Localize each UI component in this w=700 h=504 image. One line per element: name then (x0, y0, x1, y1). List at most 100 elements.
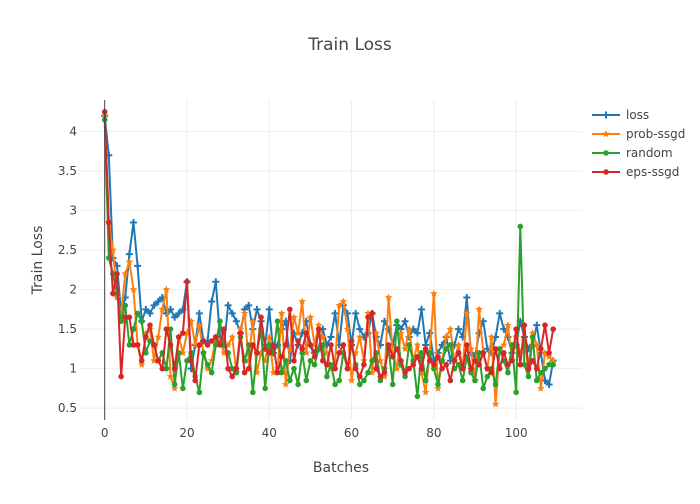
data-point (232, 317, 240, 325)
legend-marker (603, 169, 609, 175)
data-point (129, 285, 138, 293)
data-point (509, 357, 515, 364)
data-point (167, 326, 174, 332)
data-point (175, 309, 183, 317)
data-point (106, 219, 112, 226)
data-point (545, 380, 553, 388)
data-point (195, 309, 203, 317)
data-point (356, 333, 364, 341)
data-point (394, 346, 400, 352)
data-point (546, 361, 552, 368)
y-tick-label: 3.5 (58, 164, 77, 178)
data-point (134, 310, 141, 317)
data-point (348, 338, 355, 344)
x-tick-label: 60 (344, 426, 359, 440)
data-point (142, 305, 150, 313)
legend-item-prob-ssgd[interactable]: prob-ssgd (592, 127, 685, 141)
legend-item-loss[interactable]: loss (592, 108, 649, 122)
data-point (405, 325, 413, 333)
x-tick-label: 20 (179, 426, 194, 440)
data-point (401, 344, 409, 353)
legend-item-eps-ssgd[interactable]: eps-ssgd (592, 165, 679, 179)
legend-label: loss (626, 108, 649, 122)
data-point (517, 361, 524, 368)
data-point (240, 309, 249, 317)
data-point (299, 346, 305, 352)
data-point (245, 301, 253, 309)
data-point (439, 365, 445, 372)
data-point (381, 369, 388, 376)
data-point (538, 346, 544, 352)
data-point (501, 350, 507, 356)
data-point (384, 293, 393, 301)
data-point (491, 400, 500, 408)
data-point (196, 342, 203, 348)
data-point (406, 365, 412, 372)
data-point (122, 314, 129, 321)
data-point (406, 342, 412, 348)
x-tick-label: 80 (426, 426, 441, 440)
data-point (504, 321, 512, 329)
data-point (125, 250, 133, 258)
data-point (422, 346, 429, 352)
data-point (513, 326, 519, 332)
data-point (324, 361, 330, 368)
x-tick-label: 40 (262, 426, 277, 440)
legend[interactable]: loss prob-ssgd random eps-ssgd (592, 108, 685, 179)
y-tick-label: 1.5 (58, 322, 77, 336)
data-point (446, 325, 455, 333)
data-point (532, 340, 541, 349)
data-point (414, 353, 421, 360)
data-point (278, 353, 285, 360)
data-point (365, 369, 371, 376)
data-point (426, 357, 433, 364)
data-point (336, 350, 343, 356)
data-point (134, 342, 141, 348)
data-point (184, 357, 190, 364)
data-point (311, 353, 318, 360)
data-point (496, 365, 503, 372)
legend-item-random[interactable]: random (592, 146, 673, 160)
data-point (147, 322, 153, 328)
data-point (550, 361, 556, 368)
data-point (138, 318, 145, 325)
series-eps-ssgd (101, 109, 556, 384)
data-point (204, 342, 211, 348)
data-point (319, 357, 326, 364)
data-point (254, 350, 260, 356)
data-point (521, 322, 528, 328)
data-point (159, 365, 166, 372)
data-point (517, 223, 524, 230)
data-point (245, 365, 252, 372)
data-point (162, 309, 170, 317)
data-point (134, 262, 142, 270)
data-point (208, 369, 215, 376)
data-point (331, 309, 339, 317)
data-point (208, 338, 215, 344)
data-point (496, 346, 503, 352)
legend-marker (602, 111, 610, 119)
data-point (137, 360, 146, 368)
data-point (281, 380, 290, 388)
data-point (389, 353, 396, 360)
data-point (258, 314, 264, 321)
data-point (306, 313, 315, 321)
data-point (377, 373, 384, 380)
data-point (295, 381, 301, 388)
data-point (129, 218, 137, 226)
data-point (228, 333, 237, 341)
data-point (266, 342, 273, 348)
data-point (146, 309, 154, 317)
data-point (221, 326, 227, 332)
data-point (525, 373, 532, 380)
data-point (155, 357, 161, 364)
data-point (463, 342, 470, 348)
data-point (184, 278, 190, 285)
data-point (212, 342, 219, 348)
data-point (328, 361, 334, 368)
data-point (278, 369, 285, 376)
data-point (110, 290, 116, 297)
data-point (336, 377, 343, 384)
data-point (454, 340, 463, 349)
